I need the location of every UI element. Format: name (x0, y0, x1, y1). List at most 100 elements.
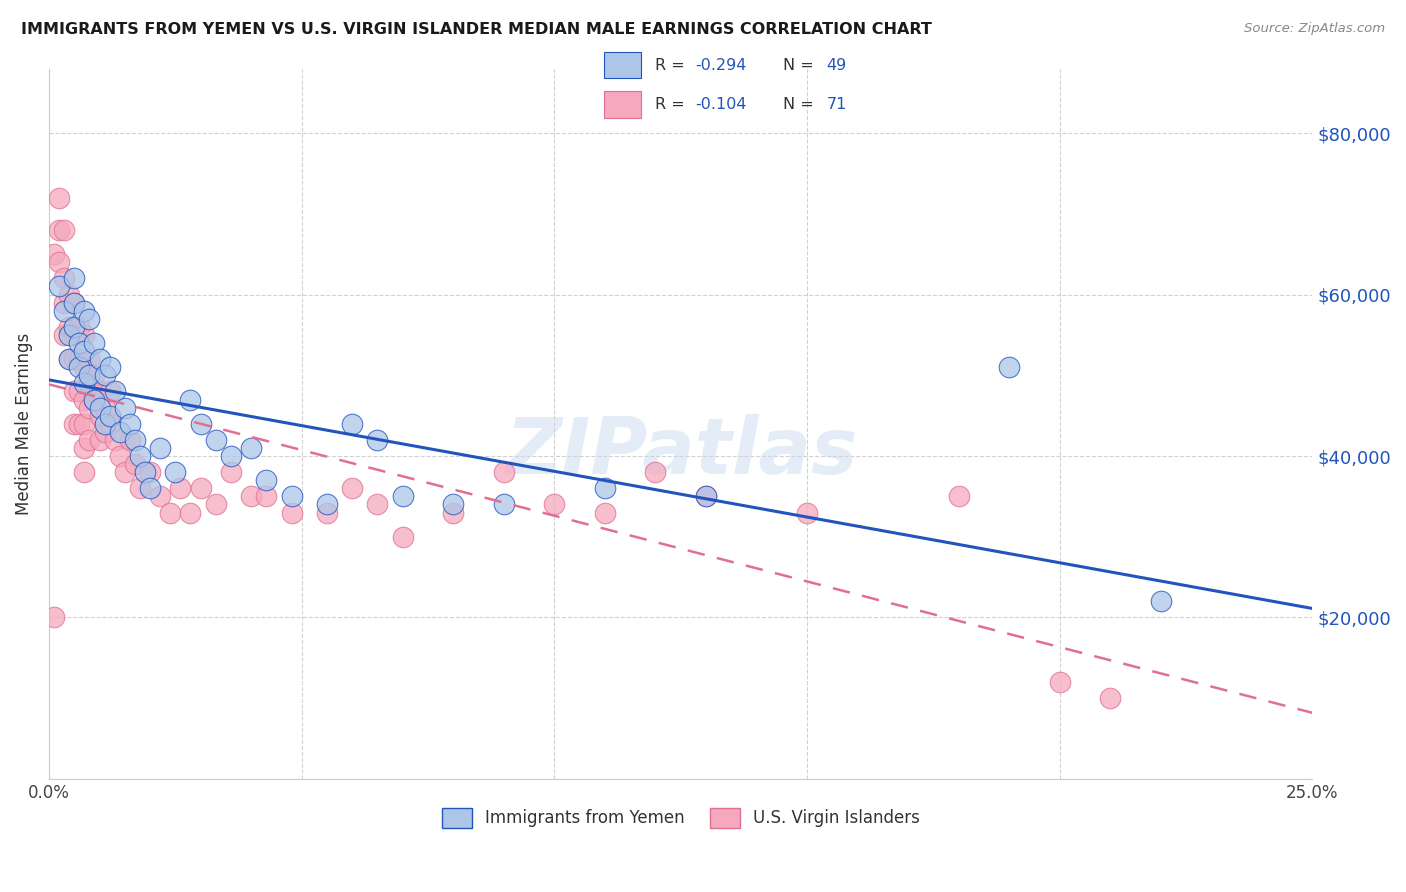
Point (124, 457, 146, 471)
Point (129, 481, 152, 495)
Point (89, 433, 111, 447)
Point (63, 319, 86, 334)
Point (492, 465, 515, 479)
Point (316, 506, 339, 520)
Point (42, 610, 65, 624)
Point (796, 506, 818, 520)
Point (169, 481, 191, 495)
Text: N =: N = (783, 97, 818, 112)
Text: R =: R = (655, 97, 689, 112)
Point (48, 279, 70, 293)
Point (240, 441, 263, 455)
Point (391, 530, 413, 544)
Point (134, 465, 156, 479)
Point (1099, 691, 1122, 706)
Point (948, 489, 970, 503)
Point (53, 303, 76, 318)
Point (63, 271, 86, 285)
Point (219, 449, 242, 463)
Point (124, 433, 146, 447)
Point (998, 360, 1021, 375)
Point (280, 506, 302, 520)
Point (695, 489, 717, 503)
Point (129, 449, 152, 463)
Point (89, 409, 111, 423)
Point (73, 344, 96, 359)
Point (93, 425, 115, 439)
Point (93, 417, 115, 431)
Point (89, 352, 111, 367)
Point (53, 295, 76, 310)
Point (63, 327, 86, 342)
Point (98, 384, 121, 399)
Point (104, 384, 127, 399)
Point (104, 433, 127, 447)
Point (48, 223, 70, 237)
Point (63, 352, 86, 367)
Point (73, 360, 96, 375)
Point (98, 409, 121, 423)
Point (98, 417, 121, 431)
Point (114, 465, 136, 479)
Point (63, 295, 86, 310)
Point (543, 498, 565, 512)
Point (204, 433, 226, 447)
Point (73, 417, 96, 431)
Text: 71: 71 (827, 97, 846, 112)
Point (139, 481, 162, 495)
Point (58, 352, 80, 367)
Point (340, 417, 363, 431)
Point (73, 303, 96, 318)
Point (79, 433, 101, 447)
Point (67, 417, 90, 431)
Point (114, 401, 136, 415)
Point (340, 481, 363, 495)
Point (63, 295, 86, 310)
Point (58, 319, 80, 334)
Point (83, 392, 105, 407)
Point (79, 401, 101, 415)
Point (67, 360, 90, 375)
Point (79, 376, 101, 391)
Y-axis label: Median Male Earnings: Median Male Earnings (15, 333, 32, 515)
Point (1150, 594, 1173, 608)
Point (58, 327, 80, 342)
Point (89, 401, 111, 415)
Point (73, 376, 96, 391)
Point (366, 433, 388, 447)
Point (190, 417, 212, 431)
Point (83, 368, 105, 383)
Point (280, 489, 302, 503)
Point (139, 465, 162, 479)
Point (42, 247, 65, 261)
Text: 49: 49 (827, 58, 846, 72)
Point (204, 498, 226, 512)
Point (190, 481, 212, 495)
Point (219, 465, 242, 479)
Point (73, 441, 96, 455)
Point (58, 287, 80, 301)
Point (63, 417, 86, 431)
Point (593, 506, 616, 520)
Point (149, 441, 172, 455)
Point (179, 506, 201, 520)
Point (73, 392, 96, 407)
Point (83, 336, 105, 351)
Point (58, 352, 80, 367)
Point (108, 449, 131, 463)
Point (98, 360, 121, 375)
Point (441, 506, 464, 520)
Point (48, 191, 70, 205)
Point (79, 311, 101, 326)
Point (53, 327, 76, 342)
Point (240, 489, 263, 503)
Point (67, 352, 90, 367)
FancyBboxPatch shape (605, 52, 641, 78)
Point (165, 465, 187, 479)
Point (179, 392, 201, 407)
Text: -0.294: -0.294 (695, 58, 747, 72)
Point (83, 392, 105, 407)
Point (63, 384, 86, 399)
Point (159, 506, 181, 520)
Point (644, 465, 666, 479)
